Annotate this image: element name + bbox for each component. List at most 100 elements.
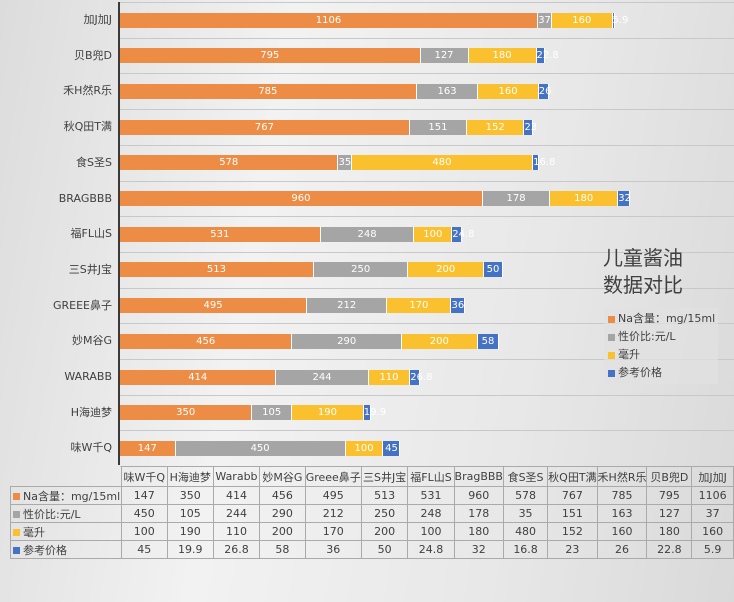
table-cell: 180	[453, 522, 504, 541]
bar-segment: 450	[175, 440, 346, 456]
category-label: 福FL山S	[70, 227, 112, 241]
category-label: 三S井J宝	[68, 262, 112, 276]
table-cell: 45	[120, 540, 168, 559]
table-cell: 248	[407, 504, 455, 523]
gridline	[120, 394, 734, 396]
bar-segment: 200	[408, 262, 484, 278]
table-cell: 531	[407, 486, 455, 505]
category-label: 贝B兜D	[73, 48, 112, 62]
bar-segment: 58	[477, 333, 500, 349]
chart-title-line1: 儿童酱油	[603, 246, 683, 270]
gridline	[120, 430, 734, 432]
legend-item-ml: 毫升	[608, 346, 714, 364]
table-cell: 36	[304, 540, 362, 559]
legend-key-swatch	[13, 511, 20, 518]
category-label: 禾H然R乐	[63, 84, 112, 98]
bar-segment: 5.9	[612, 12, 629, 28]
table-cell: 26.8	[212, 540, 261, 559]
bar-segment: 290	[292, 333, 402, 349]
gridline	[120, 359, 734, 360]
stacked-bar: 350 105 190 19.9	[120, 405, 387, 421]
table-column-header: 禾H然R乐	[596, 466, 648, 487]
table-row: Na含量：mg/15ml 147 350 414 456 495 513 531 960 578 7…	[10, 486, 734, 505]
stacked-bar: 414 244 110 26.8	[120, 369, 433, 385]
category-label: GREEE鼻子	[52, 298, 112, 312]
bar-segment: 212	[307, 298, 388, 314]
table-cell: 147	[120, 486, 168, 505]
chart-title-line2: 数据对比	[603, 273, 683, 297]
stacked-bar: 1106 37 160 5.9	[120, 12, 629, 28]
table-cell: 37	[691, 504, 734, 523]
table-cell: 1106	[691, 486, 734, 505]
table-column-header: 妙M谷G	[259, 466, 306, 487]
bar-segment: 16.8	[533, 155, 556, 171]
category-label: 食S圣S	[76, 155, 112, 169]
bar-segment: 190	[291, 405, 364, 421]
legend-item-value: 性价比:元/L	[608, 328, 714, 346]
table-row-header: Na含量：mg/15ml	[10, 486, 122, 505]
legend-item-sodium: Na含量：mg/15ml	[608, 310, 715, 328]
legend-swatch-orange	[608, 315, 615, 323]
stacked-bar: 767 151 152 23	[120, 119, 537, 135]
table-column-header: BragBBB	[453, 466, 504, 487]
table-cell: 170	[304, 522, 362, 541]
stacked-bar: 513 250 200 50	[120, 262, 503, 278]
legend-key-swatch	[13, 493, 20, 500]
table-column-header: 贝B兜D	[646, 466, 693, 487]
table-column-header: Greee鼻子	[304, 466, 362, 487]
bar-segment: 1106	[120, 12, 539, 28]
legend-swatch-gray	[608, 333, 615, 341]
gridline	[120, 323, 734, 325]
bar-segment: 19.9	[363, 405, 387, 421]
stacked-bar: 785 163 160 26	[120, 83, 552, 99]
bar-segment: 26	[538, 83, 552, 99]
bar-segment: 178	[482, 191, 551, 206]
stacked-bar: 147 450 100 45	[120, 440, 401, 456]
table-cell: 26	[596, 540, 648, 559]
table-cell: 110	[212, 522, 261, 541]
table-column-header: 三S井J宝	[360, 466, 409, 487]
legend-key-swatch	[13, 529, 20, 536]
table-cell: 22.8	[646, 540, 693, 559]
category-label: 秋Q田T满	[63, 120, 112, 134]
bar-segment: 180	[468, 48, 537, 64]
bar-segment: 26.8	[410, 369, 433, 385]
table-cell: 513	[360, 486, 409, 505]
table-cell: 19.9	[166, 540, 214, 559]
bar-segment: 350	[120, 405, 253, 421]
chart-legend: Na含量：mg/15ml 性价比:元/L 毫升 参考价格	[604, 308, 718, 384]
bar-segment: 578	[120, 155, 339, 171]
stacked-bar: 795 127 180 22.8	[120, 48, 559, 64]
table-column-header: Warabb	[212, 466, 261, 487]
table-cell: 160	[691, 522, 734, 541]
table-cell: 495	[304, 486, 362, 505]
category-label: H海迪梦	[70, 405, 112, 419]
bar-segment: 160	[478, 83, 539, 99]
table-cell: 290	[259, 504, 306, 523]
table-cell: 5.9	[691, 540, 734, 559]
table-cell: 414	[212, 486, 261, 505]
bar-segment: 513	[120, 262, 314, 278]
bar-segment: 100	[345, 440, 384, 456]
bar-segment: 795	[120, 48, 421, 64]
table-row: 毫升 100 190 110 200 170 200 100 180 480 152 160 180 16…	[10, 522, 734, 541]
bar-segment: 45	[383, 440, 401, 456]
table-cell: 50	[360, 540, 409, 559]
table-cell: 151	[547, 504, 598, 523]
table-cell: 450	[120, 504, 168, 523]
table-cell: 767	[547, 486, 598, 505]
gridline	[120, 109, 734, 111]
bar-segment: 32	[618, 191, 631, 206]
bar-segment: 170	[387, 298, 452, 314]
table-column-header: 食S圣S	[502, 466, 549, 487]
bar-segment: 100	[414, 226, 453, 242]
table-column-header: 福FL山S	[407, 466, 455, 487]
gridline	[120, 144, 734, 146]
stacked-bar: 960 178 180 32	[120, 191, 631, 206]
table-cell: 35	[502, 504, 549, 523]
bar-segment: 35	[338, 155, 352, 171]
table-row-header: 参考价格	[10, 540, 122, 559]
gridline	[120, 73, 734, 75]
table-column-header: H海迪梦	[166, 466, 214, 487]
table-cell: 960	[453, 486, 504, 505]
